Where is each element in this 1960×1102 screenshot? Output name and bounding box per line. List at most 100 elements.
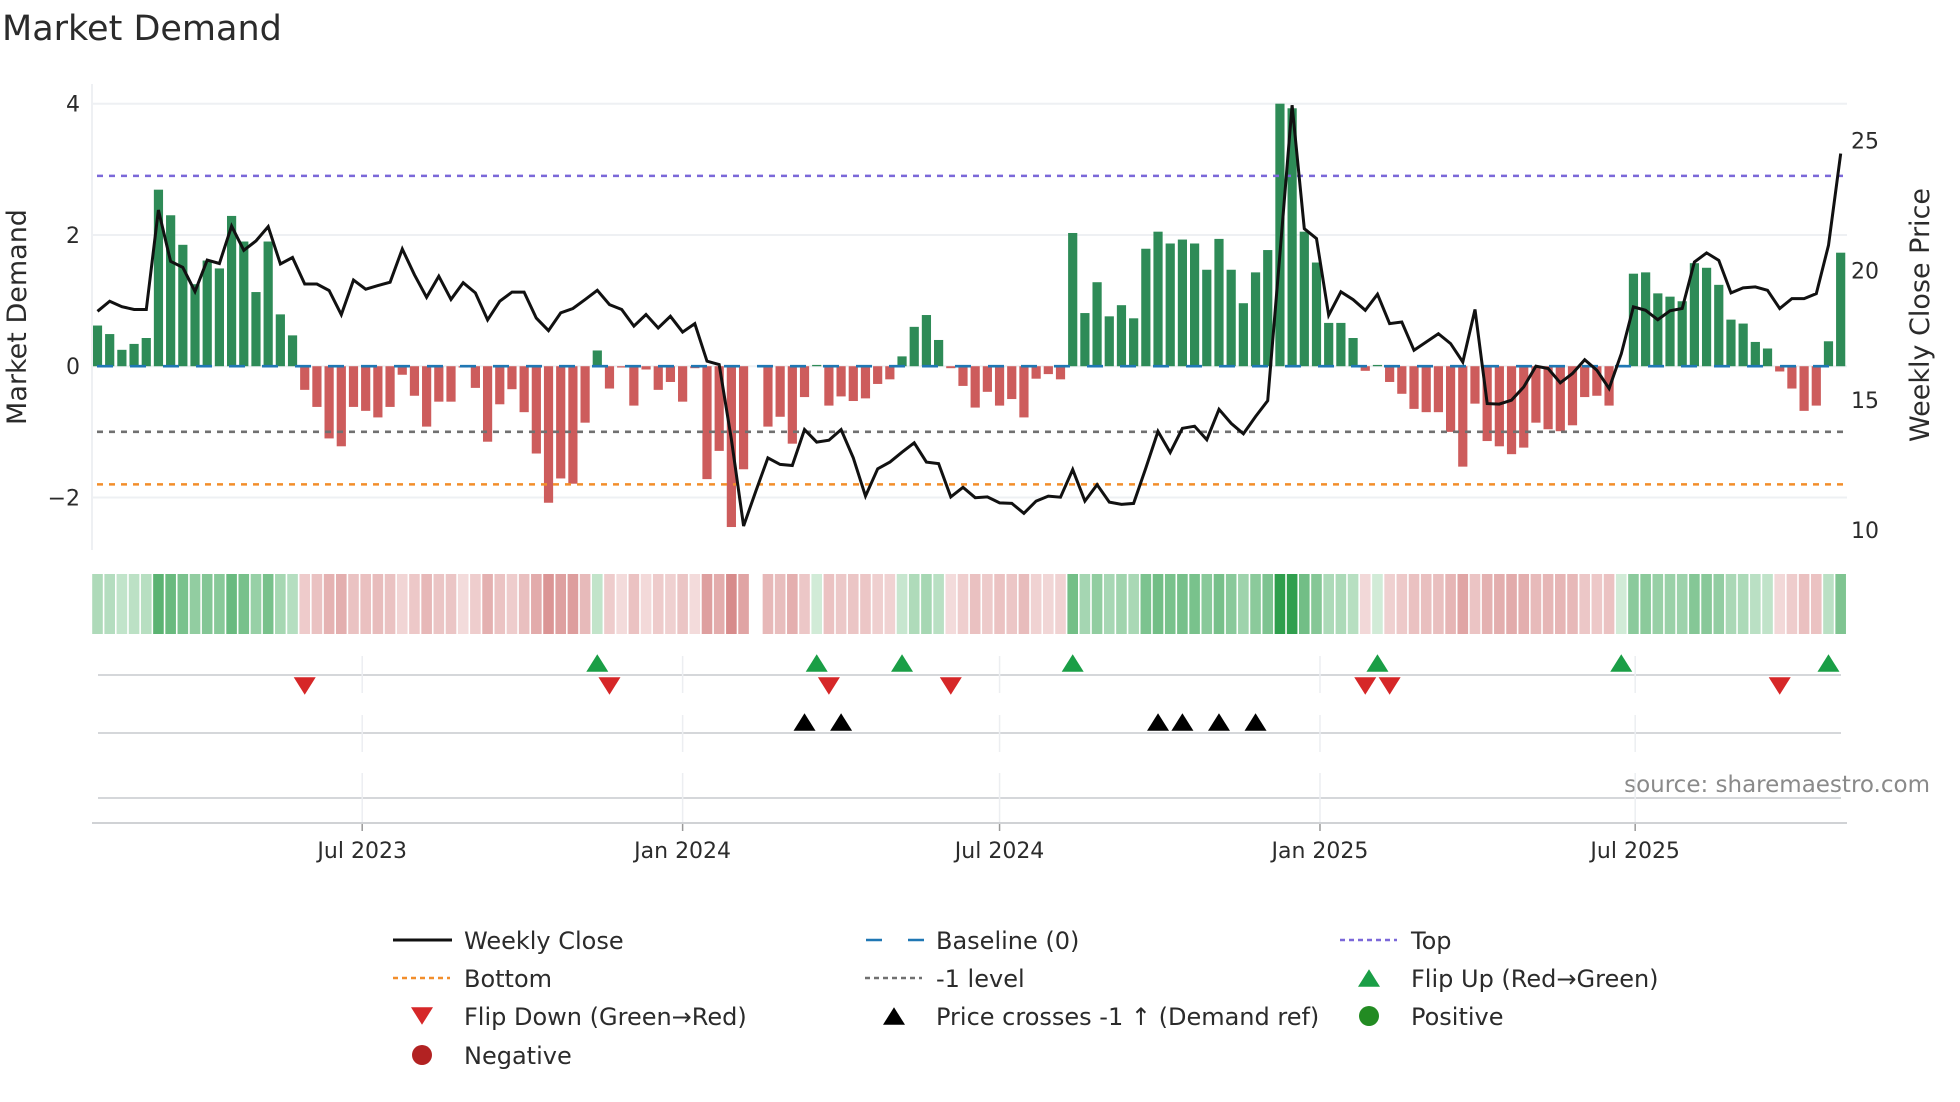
heatmap-cell xyxy=(1506,574,1517,634)
positive-demand-bar xyxy=(592,350,602,367)
legend-label-flip-down-green-red: Flip Down (Green→Red) xyxy=(464,1003,747,1031)
positive-demand-bar xyxy=(1299,231,1309,367)
heatmap-cell xyxy=(774,574,786,634)
heatmap-cell xyxy=(372,574,384,634)
negative-demand-bar xyxy=(860,366,871,399)
negative-demand-bar xyxy=(1360,366,1370,371)
triangle-up-icon xyxy=(883,1007,905,1025)
legend-label-flip-up-red-green: Flip Up (Red→Green) xyxy=(1411,965,1659,993)
positive-demand-bar xyxy=(92,325,103,367)
heatmap-cell xyxy=(1152,574,1164,634)
heatmap-cell xyxy=(165,574,176,634)
heatmap-cell xyxy=(1091,574,1103,634)
heatmap-cell xyxy=(409,574,420,634)
positive-demand-bar xyxy=(909,326,919,367)
negative-demand-bar xyxy=(1506,366,1517,455)
negative-demand-bar xyxy=(665,366,676,382)
heatmap-cell xyxy=(1603,574,1615,634)
negative-demand-bar xyxy=(300,366,310,390)
y-tick-label: −2 xyxy=(48,486,80,511)
legend-label-bottom: Bottom xyxy=(464,965,552,993)
heatmap-cell xyxy=(616,574,627,634)
heatmap-cell xyxy=(506,574,518,634)
chart-title: Market Demand xyxy=(2,9,282,49)
heatmap-cell xyxy=(1067,574,1078,634)
negative-demand-bar xyxy=(787,366,797,444)
negative-demand-bar xyxy=(361,366,371,411)
heatmap-cell xyxy=(1055,574,1066,634)
legend-label-positive: Positive xyxy=(1411,1003,1504,1031)
negative-demand-bar xyxy=(1385,366,1395,382)
positive-demand-bar xyxy=(1677,301,1687,367)
heatmap-cell xyxy=(543,574,554,634)
negative-demand-bar xyxy=(568,366,578,484)
negative-demand-bar xyxy=(385,366,395,407)
y2-tick-label: 15 xyxy=(1851,389,1879,414)
flip-down-marker xyxy=(817,677,840,695)
heatmap-cell xyxy=(1323,574,1334,634)
negative-demand-bar xyxy=(470,366,480,388)
heatmap-cell xyxy=(872,574,883,634)
flip-down-marker xyxy=(939,677,962,695)
positive-demand-bar xyxy=(275,314,285,367)
demand-heatmap-strip xyxy=(92,574,1846,634)
heatmap-cell xyxy=(1664,574,1676,634)
heatmap-cell xyxy=(1225,574,1237,634)
negative-demand-bar xyxy=(373,366,383,418)
heatmap-cell xyxy=(957,574,969,634)
negative-demand-bar xyxy=(1409,366,1419,409)
heatmap-cell xyxy=(591,574,603,634)
heatmap-cell xyxy=(92,574,103,634)
negative-demand-bar xyxy=(507,366,517,390)
heatmap-cell xyxy=(713,574,725,634)
heatmap-cell xyxy=(787,574,798,634)
positive-demand-bar xyxy=(1701,267,1712,367)
triangle-down-icon xyxy=(411,1007,433,1025)
heatmap-cell xyxy=(908,574,920,634)
negative-demand-bar xyxy=(678,366,688,402)
positive-demand-bar xyxy=(1141,248,1151,367)
negative-demand-bar xyxy=(434,366,444,402)
heatmap-cell xyxy=(1103,574,1115,634)
positive-demand-bar xyxy=(1092,282,1102,367)
positive-demand-bar xyxy=(1190,243,1200,367)
legend-label-baseline-0: Baseline (0) xyxy=(936,927,1079,955)
positive-demand-bar xyxy=(1738,323,1748,367)
negative-demand-bar xyxy=(543,366,554,503)
positive-demand-bar xyxy=(1348,338,1358,367)
positive-demand-bar xyxy=(1214,238,1224,367)
negative-demand-bar xyxy=(714,366,724,451)
heatmap-cell xyxy=(1542,574,1554,634)
negative-demand-bar xyxy=(531,366,541,454)
heatmap-cell xyxy=(1615,574,1627,634)
heatmap-cell xyxy=(1713,574,1725,634)
circle-icon xyxy=(412,1045,432,1065)
negative-demand-bar xyxy=(409,366,420,396)
heatmap-cell xyxy=(1786,574,1798,634)
positive-demand-bar xyxy=(190,284,200,367)
positive-demand-bar xyxy=(105,334,115,367)
heatmap-cell xyxy=(531,574,542,634)
negative-demand-bar xyxy=(824,366,834,406)
heatmap-cell xyxy=(177,574,189,634)
negative-demand-bar xyxy=(629,366,639,406)
positive-demand-bar xyxy=(251,292,261,367)
heatmap-cell xyxy=(494,574,506,634)
negative-demand-bar xyxy=(848,366,858,402)
heatmap-cell xyxy=(421,574,432,634)
heatmap-cell xyxy=(933,574,944,634)
negative-demand-bar xyxy=(702,366,712,480)
heatmap-cell xyxy=(128,574,140,634)
heatmap-cell xyxy=(1725,574,1737,634)
positive-demand-bar xyxy=(1238,303,1248,367)
positive-demand-bar xyxy=(812,364,822,367)
positive-demand-bar xyxy=(1129,318,1139,367)
positive-demand-bar xyxy=(1750,341,1760,367)
heatmap-cell xyxy=(1384,574,1395,634)
gridlines xyxy=(92,102,1847,499)
heatmap-cell xyxy=(226,574,237,634)
negative-demand-bar xyxy=(519,366,529,413)
negative-demand-bar xyxy=(1799,366,1809,411)
